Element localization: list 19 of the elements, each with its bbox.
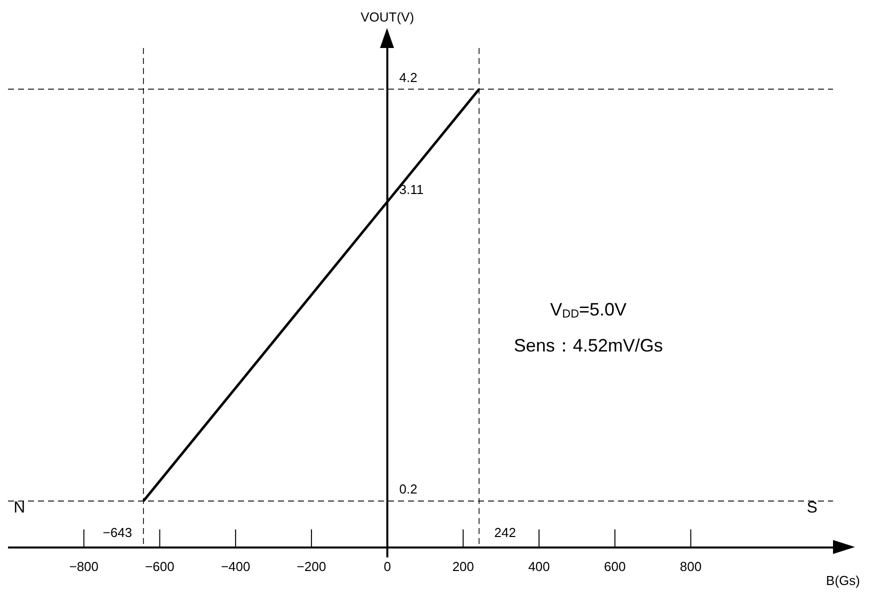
annotation: N [14, 499, 26, 516]
x-tick-label: −400 [220, 558, 250, 574]
y-tick-label: 3.11 [399, 182, 424, 197]
annotation: 242 [494, 524, 516, 540]
x-axis-title: B(Gs) [826, 572, 860, 588]
y-tick-label: 4.2 [399, 70, 418, 85]
x-tick-label: 0 [384, 558, 391, 574]
annotation: S [806, 499, 818, 516]
annotation: Sens：4.52mV/Gs [514, 336, 663, 356]
x-tick-label: 800 [680, 558, 702, 574]
y-tick-label: 0.2 [399, 482, 418, 497]
y-axis-title: VOUT(V) [360, 10, 414, 25]
annotation: −643 [102, 524, 132, 540]
x-tick-label: −600 [145, 558, 174, 574]
x-tick-label: 400 [528, 558, 550, 574]
x-tick-label: −800 [69, 558, 99, 574]
x-tick-label: −200 [296, 558, 326, 574]
x-tick-label: 600 [604, 558, 626, 574]
x-tick-label: 200 [452, 558, 474, 574]
